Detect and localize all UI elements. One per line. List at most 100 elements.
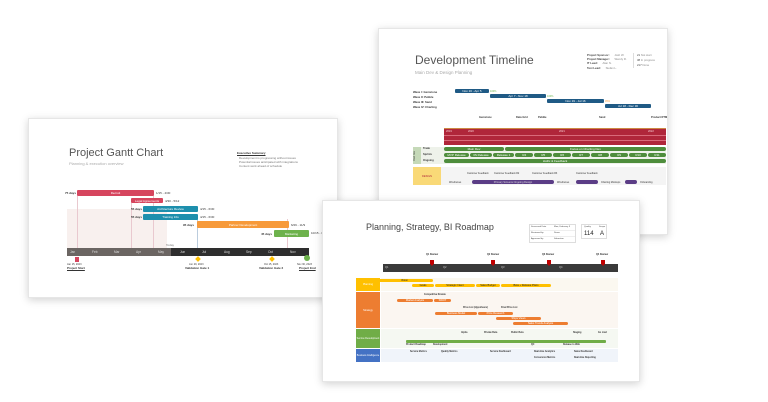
slide-bi-roadmap[interactable]: Planning, Strategy, BI Roadmap Scorecard… xyxy=(322,200,640,382)
review-flag-icon xyxy=(601,260,605,266)
month-label: Jul xyxy=(202,250,207,254)
strategy-bar[interactable]: Business Model xyxy=(435,312,477,315)
calendar-band: 2019 2020 2021 2022 xyxy=(444,128,666,145)
info-value: Wendy R. xyxy=(614,57,627,62)
sprint-bar[interactable]: R10 xyxy=(629,153,648,157)
task-dates: 4/15 - 6/30 xyxy=(200,207,215,211)
feedback-label: Customer Feedback xyxy=(576,172,598,175)
task-dates: 4/30 - 5/12 xyxy=(165,199,180,203)
planning-bar[interactable]: Vision xyxy=(376,279,433,282)
strategy-bar[interactable]: Sales Trends Analysis xyxy=(513,322,568,325)
wave-percent: 45% xyxy=(605,100,611,103)
bi-bg xyxy=(381,349,618,362)
task-dates: 4/15 - 6/30 xyxy=(200,215,215,219)
month-label: Mar xyxy=(114,250,120,254)
trade-bar[interactable]: Focus on Charting Dev xyxy=(505,147,666,151)
sprint-bar[interactable]: R7 xyxy=(572,153,591,157)
wave-label: Wave II: Pebble xyxy=(413,95,434,99)
summary-title: Executive Summary xyxy=(237,151,266,155)
slide-subtitle: Planning & execution overview xyxy=(69,161,124,166)
slide-project-gantt[interactable]: Project Gantt Chart Planning & execution… xyxy=(28,118,338,298)
wave-label: Wave I: Gemstone xyxy=(413,90,438,94)
service-phase: Development xyxy=(433,344,448,346)
sprint-bar[interactable]: R9 xyxy=(610,153,629,157)
wave-label: Wave IV: Charting xyxy=(413,105,437,109)
sprint-bar[interactable]: R11 xyxy=(648,153,667,157)
task-days: 95 days xyxy=(183,223,195,227)
month-label: Nov xyxy=(290,250,296,254)
trade-bar[interactable]: Main Dev xyxy=(444,147,504,151)
info-key: Project Manager: xyxy=(587,57,610,62)
task-days: 55 days xyxy=(131,215,143,219)
quarter-label: Q1 xyxy=(385,266,389,269)
task-bar[interactable]: Architecture Review xyxy=(143,206,198,212)
design-bar[interactable] xyxy=(576,180,598,184)
design-label: Charting Mockups xyxy=(601,181,621,184)
service-bar[interactable] xyxy=(406,340,606,343)
milestone-label: Sand xyxy=(599,116,606,119)
year-label: 2019 xyxy=(446,130,452,133)
slide-title: Planning, Strategy, BI Roadmap xyxy=(366,222,494,232)
info-key: IT Lead: xyxy=(587,61,598,66)
sprint-bars: MVP Release 3S Release Release 1 R4 R5 R… xyxy=(444,153,667,157)
sprint-bar[interactable]: R4 xyxy=(515,153,534,157)
quarter-axis: Q1 Q2 Q3 Q4 xyxy=(383,264,618,272)
strategy-bar[interactable]: Price Research xyxy=(478,312,513,315)
sprint-bar[interactable]: R6 xyxy=(553,153,572,157)
stat-number: 21 xyxy=(637,53,641,57)
quarter-label: Q3 xyxy=(501,266,505,269)
task-bar[interactable]: Partner Development xyxy=(197,221,289,228)
bi-item: Service Metrics xyxy=(410,351,427,353)
ongoing-bar[interactable]: Hotfix & Feedback xyxy=(444,159,666,163)
wave-bar[interactable]: Nov 16 - Apr 5 xyxy=(455,89,489,93)
task-bar[interactable]: Recruit xyxy=(77,190,154,196)
strategy-bar[interactable]: Ships Views xyxy=(496,317,541,320)
review-flag-icon xyxy=(547,260,551,266)
design-bar[interactable] xyxy=(625,180,637,184)
service-milestone: Go Live! xyxy=(598,332,608,334)
service-milestone: Private Beta xyxy=(484,332,498,334)
today-marker: Today xyxy=(166,243,175,247)
strategy-bar[interactable]: Market Analysis xyxy=(397,299,433,302)
group-label: Main Dev xyxy=(413,147,421,164)
lane-planning: Planning xyxy=(356,278,380,291)
planning-bar[interactable]: Sales Budget xyxy=(476,284,500,287)
month-axis: Jan Feb Mar Apr May Jun Jul Aug Sep Oct Nov xyxy=(67,248,309,256)
review-label: Q1 Review xyxy=(426,253,439,256)
stat-label: Not start xyxy=(640,53,652,57)
planning-bar[interactable]: Goals xyxy=(412,284,434,287)
planning-bar[interactable]: Beta + Release Plans xyxy=(501,284,551,287)
review-flag-icon xyxy=(430,260,434,266)
wave-bar[interactable]: Jul 18 - Dec 30 xyxy=(605,104,651,108)
sprint-bar[interactable]: 3S Release xyxy=(470,153,492,157)
task-dates: 6/29 - 11/9 xyxy=(291,223,306,227)
info-value: Stefan L. xyxy=(605,65,617,70)
sprint-bar[interactable]: Release 1 xyxy=(492,153,515,157)
wave-bar[interactable]: Nov 19 - Jul 16 xyxy=(547,99,604,103)
strategy-milestone: Competitive Review xyxy=(424,294,446,296)
quarter-label: Q4 xyxy=(559,266,563,269)
stats: 21 Not start 38 In progress 217 Done xyxy=(633,53,655,68)
design-bar[interactable]: Primary Screens Ongoing Design xyxy=(472,180,554,184)
stat-label: In progress xyxy=(640,58,655,62)
service-milestone: Public Beta xyxy=(511,332,524,334)
milestone-label: Data Grid xyxy=(516,116,528,119)
service-bg xyxy=(381,329,618,348)
bi-item: Quality Metrics xyxy=(441,351,458,353)
slide-title: Development Timeline xyxy=(415,53,534,67)
summary-item: Potential issues anticipated with integr… xyxy=(239,160,298,164)
task-bar[interactable]: Marketing xyxy=(274,230,309,237)
task-bar[interactable]: Legal Agreements xyxy=(131,198,163,203)
task-bar[interactable]: Training Info xyxy=(143,214,198,220)
quarter-label: Q2 xyxy=(443,266,447,269)
milestone-flag-icon xyxy=(75,257,79,262)
strategy-bar[interactable]: SWOT xyxy=(434,299,451,302)
row-label: Trade xyxy=(423,147,430,150)
sprint-bar[interactable]: MVP Release xyxy=(444,153,470,157)
wave-bar[interactable]: Apr 7 - Nov 18 xyxy=(490,94,546,98)
sprint-bar[interactable]: R8 xyxy=(591,153,610,157)
planning-bar[interactable]: Strategic Intent xyxy=(435,284,475,287)
strategy-milestone: Final Price List xyxy=(501,307,518,309)
sprint-bar[interactable]: R5 xyxy=(534,153,553,157)
bi-item: Service Dashboard xyxy=(490,351,511,353)
